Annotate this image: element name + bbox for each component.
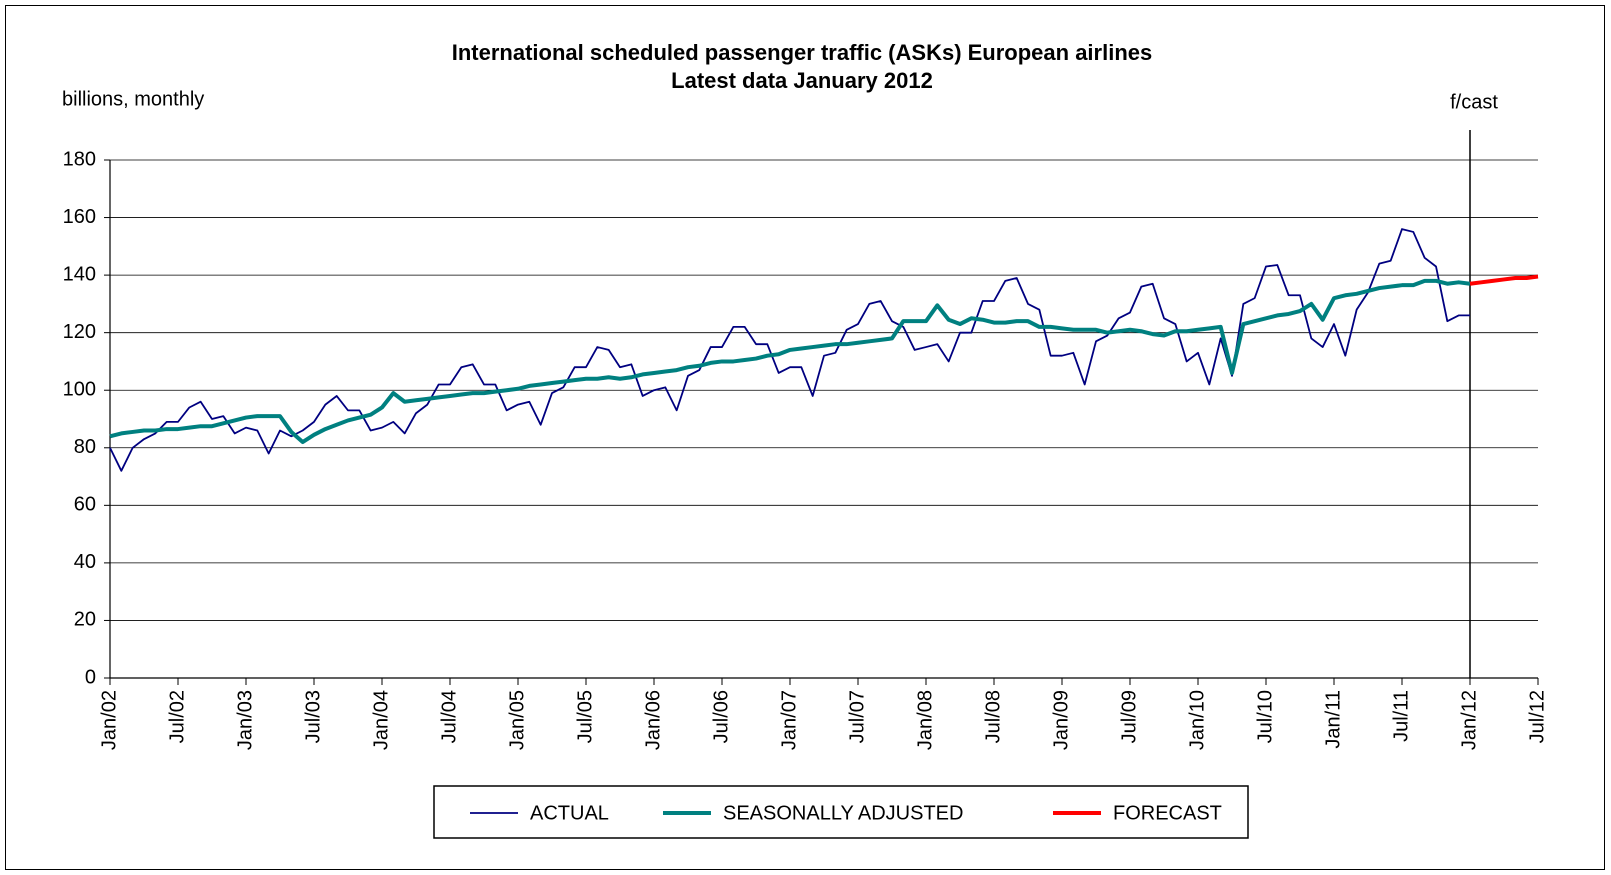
y-tick-label: 20	[74, 609, 96, 631]
x-tick-label: Jan/03	[234, 690, 256, 750]
x-tick-label: Jul/08	[982, 690, 1004, 743]
y-tick-label: 40	[74, 551, 96, 573]
chart-title: International scheduled passenger traffi…	[452, 40, 1153, 65]
legend-label: SEASONALLY ADJUSTED	[723, 802, 963, 824]
x-tick-label: Jul/04	[438, 690, 460, 743]
x-tick-label: Jul/09	[1118, 690, 1140, 743]
y-tick-label: 100	[63, 379, 96, 401]
y-tick-label: 60	[74, 494, 96, 516]
x-tick-label: Jan/11	[1322, 690, 1344, 749]
series-line	[109, 228, 1470, 472]
series-line	[1469, 274, 1539, 286]
x-tick-label: Jul/03	[302, 690, 324, 743]
y-tick-label: 120	[63, 321, 96, 343]
y-tick-label: 0	[85, 666, 96, 688]
y-tick-label: 80	[74, 436, 96, 458]
x-tick-label: Jul/05	[574, 690, 596, 743]
x-tick-label: Jan/12	[1458, 690, 1480, 750]
x-tick-label: Jul/11	[1390, 690, 1412, 742]
x-tick-label: Jul/10	[1254, 690, 1276, 743]
x-tick-label: Jan/09	[1050, 690, 1072, 750]
x-tick-label: Jul/02	[166, 690, 188, 743]
x-tick-label: Jul/06	[710, 690, 732, 743]
x-tick-label: Jan/07	[778, 690, 800, 750]
legend-label: FORECAST	[1113, 802, 1222, 824]
x-tick-label: Jul/12	[1526, 690, 1548, 743]
y-tick-label: 180	[63, 148, 96, 170]
x-tick-label: Jan/08	[914, 690, 936, 750]
x-tick-label: Jan/04	[370, 690, 392, 750]
x-tick-label: Jan/10	[1186, 690, 1208, 750]
x-tick-label: Jan/05	[506, 690, 528, 750]
annotation: f/cast	[1450, 91, 1498, 113]
legend-box	[433, 785, 1249, 839]
x-tick-label: Jan/06	[642, 690, 664, 750]
y-axis-label: billions, monthly	[62, 88, 204, 110]
y-tick-label: 140	[63, 263, 96, 285]
y-tick-label: 160	[63, 206, 96, 228]
x-tick-label: Jul/07	[846, 690, 868, 743]
chart-subtitle: Latest data January 2012	[671, 68, 933, 93]
frame	[5, 5, 1605, 870]
x-tick-label: Jan/02	[98, 690, 120, 750]
legend-label: ACTUAL	[530, 802, 609, 824]
series-line	[109, 278, 1471, 445]
